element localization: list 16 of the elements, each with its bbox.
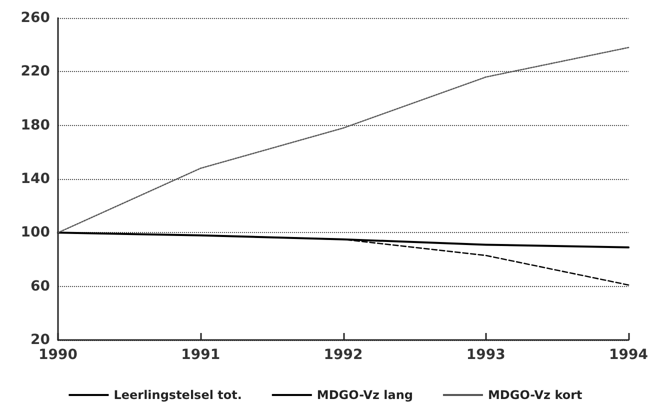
y-tick-label: 100: [20, 224, 50, 241]
x-tick-label: 1990: [38, 347, 78, 363]
y-tick-label: 180: [20, 117, 50, 134]
legend-label: MDGO-Vz lang: [316, 388, 413, 402]
legend-label: Leerlingstelsel tot.: [114, 388, 242, 402]
y-tick-label: 20: [30, 332, 50, 348]
x-tick-label: 1993: [466, 347, 506, 363]
x-tick-label: 1992: [324, 347, 363, 363]
x-tick-label: 1994: [609, 347, 648, 363]
y-tick-label: 60: [30, 278, 50, 294]
y-tick-label: 220: [20, 64, 50, 80]
x-tick-label: 1991: [181, 347, 220, 363]
y-tick-label: 260: [20, 10, 50, 26]
legend-label: MDGO-Vz kort: [488, 388, 583, 402]
line-series: [57, 46, 630, 234]
y-tick-label: 140: [20, 171, 50, 187]
